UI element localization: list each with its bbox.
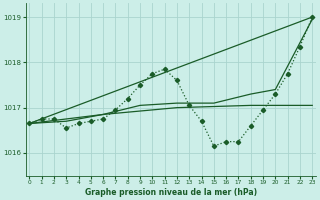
X-axis label: Graphe pression niveau de la mer (hPa): Graphe pression niveau de la mer (hPa) bbox=[85, 188, 257, 197]
